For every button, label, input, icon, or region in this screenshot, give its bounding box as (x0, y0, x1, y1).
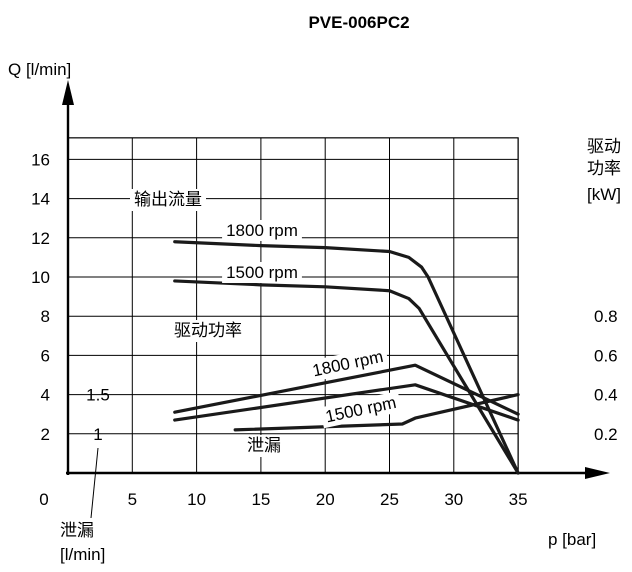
x-tick-label: 35 (509, 490, 528, 509)
series-lines (173, 240, 520, 475)
flow-1500rpm-label-bg (222, 262, 302, 283)
grid (67, 137, 519, 474)
power-1500rpm-line (173, 383, 520, 422)
flow-1500rpm-line (173, 279, 520, 475)
leak-axis-label-unit: [l/min] (60, 545, 105, 564)
x-tick-label: 0 (39, 490, 48, 509)
power-1800rpm-label: 1800 rpm (311, 347, 385, 381)
y-tick-label: 6 (41, 346, 50, 365)
leak-tick-label: 1 (93, 425, 102, 444)
power-1800rpm-label-group: 1800 rpm (306, 345, 390, 383)
y-tick-label: 2 (41, 425, 50, 444)
y-tick-label: 8 (41, 307, 50, 326)
x-tick-label: 10 (187, 490, 206, 509)
x-axis-arrow (585, 467, 610, 479)
power-tick-label: 0.2 (594, 425, 618, 444)
y-tick-label: 14 (31, 190, 50, 209)
power-tick-label: 0.4 (594, 386, 618, 405)
x-tick-label: 30 (444, 490, 463, 509)
x-axis-label: p [bar] (548, 530, 596, 549)
flow-1800rpm-label-bg (222, 220, 302, 241)
power-axis-label-unit: [kW] (587, 185, 621, 204)
power-group-label-bg (170, 320, 246, 342)
leak-line (233, 393, 520, 432)
flow-group-label-group: 输出流量 (130, 189, 206, 211)
axes (62, 80, 610, 479)
x-tick-label: 20 (316, 490, 335, 509)
flow-group-label-bg (130, 189, 206, 211)
x-tick-label: 15 (251, 490, 270, 509)
y-tick-label: 16 (31, 150, 50, 169)
power-1500rpm-label-bg (319, 391, 403, 429)
flow-1800rpm-label-group: 1800 rpm (222, 220, 302, 241)
power-tick-label: 0.6 (594, 346, 618, 365)
power-1800rpm-label-bg (306, 345, 390, 383)
tick-labels: 2 4 6 8 10 12 14 16 0 5 10 15 20 25 30 35 0.2 0.4 0.6 0.8 1 1… (31, 150, 618, 509)
y-tick-label: 10 (31, 268, 50, 287)
power-axis-label-line1: 驱动 (587, 137, 621, 157)
power-group-label: 驱动功率 (174, 321, 242, 341)
power-1800rpm-line (173, 363, 520, 416)
leak-label-connector (90, 447, 99, 519)
y-axis-label: Q [l/min] (8, 60, 71, 79)
y-tick-label: 12 (31, 229, 50, 248)
flow-1800rpm-label: 1800 rpm (226, 221, 298, 240)
leak-axis-label-line1: 泄漏 (60, 521, 94, 541)
x-tick-label: 5 (128, 490, 137, 509)
leak-series-label-group: 泄漏 (243, 435, 285, 457)
flow-1500rpm-label-group: 1500 rpm (222, 262, 302, 283)
power-axis-label-line2: 功率 (587, 159, 621, 179)
flow-1800rpm-line (173, 240, 520, 475)
power-tick-label: 0.8 (594, 307, 618, 326)
flow-1500rpm-label: 1500 rpm (226, 263, 298, 282)
flow-group-label: 输出流量 (134, 190, 202, 210)
power-group-label-group: 驱动功率 (170, 320, 246, 342)
leak-series-label-bg (243, 435, 285, 457)
y-tick-label: 4 (41, 386, 50, 405)
leak-tick-label: 1.5 (86, 386, 110, 405)
x-tick-label: 25 (380, 490, 399, 509)
plot-frame (67, 137, 519, 474)
leak-series-label: 泄漏 (247, 436, 281, 456)
chart-title: PVE-006PC2 (308, 13, 409, 32)
y-axis-arrow (62, 80, 74, 105)
